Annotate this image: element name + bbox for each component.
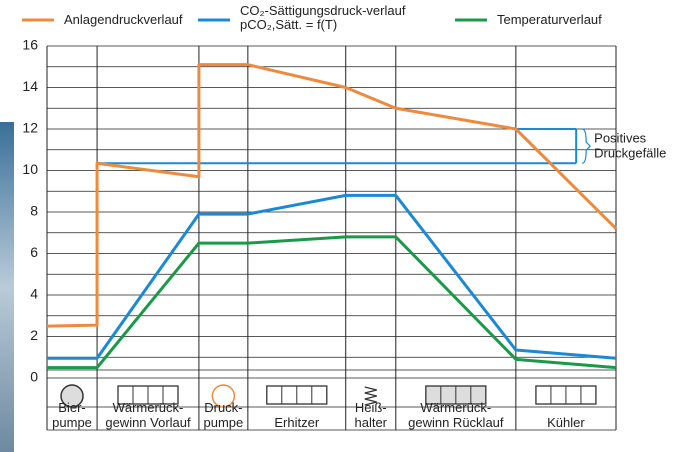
y-tick-label: 0 (30, 369, 38, 385)
page: 0 2 4 6 8 10 12 14 16 PositivesDruckgefälle Bier-… (0, 0, 683, 452)
chart: 0 2 4 6 8 10 12 14 16 PositivesDruckgefälle (0, 0, 683, 452)
stage-label: Erhitzer (248, 398, 346, 430)
stage-label: Wärmerück- gewinn Vorlauf (97, 398, 199, 430)
y-tick-label: 14 (22, 78, 38, 94)
y-tick-label: 10 (22, 161, 38, 177)
stage-label: Kühler (516, 398, 616, 430)
gap-label: Positives (594, 131, 647, 146)
y-tick-label: 12 (22, 120, 38, 136)
y-tick-label: 16 (22, 37, 38, 53)
photo-strip (0, 122, 14, 452)
stage-label: Heiß- halter (346, 398, 396, 430)
stage-label: Wärmerück- gewinn Rücklauf (396, 398, 516, 430)
stage-label: Bier- pumpe (47, 398, 97, 430)
y-tick-label: 4 (30, 286, 38, 302)
legend-label: CO₂-Sättigungsdruck-verlauf pCO₂,Sätt. =… (240, 4, 410, 32)
series-line (47, 65, 616, 326)
legend-label: Temperaturverlauf (497, 13, 602, 27)
stage-label: Druck- pumpe (199, 398, 248, 430)
y-tick-label: 6 (30, 244, 38, 260)
series-line (47, 237, 616, 368)
y-tick-label: 8 (30, 203, 38, 219)
legend-label: Anlagendruckverlauf (64, 13, 183, 27)
gap-brace (582, 129, 590, 163)
gap-label: Druckgefälle (594, 146, 666, 161)
series-line (47, 195, 616, 358)
y-tick-label: 2 (30, 327, 38, 343)
